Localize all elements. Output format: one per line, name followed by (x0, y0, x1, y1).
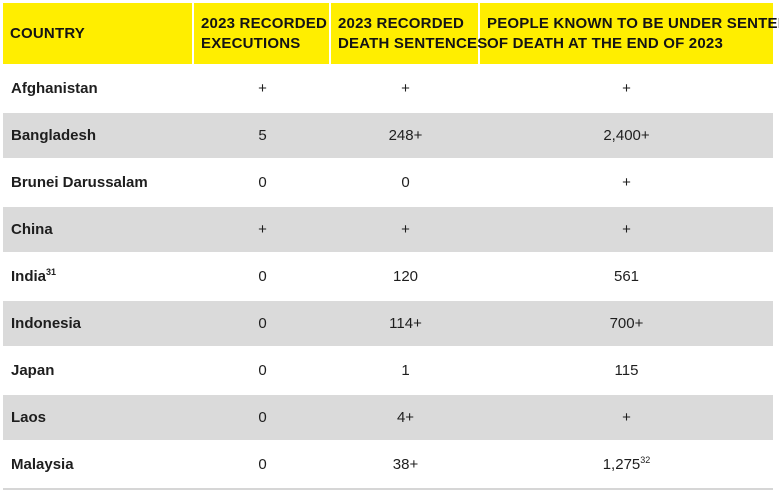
country-cell: Malaysia (3, 440, 194, 487)
death-sentences-cell: 4+ (331, 393, 480, 440)
under-sentence-cell: 1,27532 (480, 440, 773, 487)
cell-value: + (258, 80, 267, 97)
country-cell: Brunei Darussalam (3, 158, 194, 205)
cell-value: 1,275 (602, 456, 641, 473)
executions-cell: 0 (194, 440, 331, 487)
header-death-sentences: 2023 RECORDED DEATH SENTENCES (331, 3, 488, 64)
table-row: Indonesia 0 114+ 700+ (3, 299, 773, 346)
bottom-rule (3, 488, 773, 490)
executions-cell: 0 (194, 158, 331, 205)
header-line: EXECUTIONS (201, 34, 301, 52)
under-sentence-cell: 561 (480, 252, 773, 299)
table-row: Afghanistan + + + (3, 64, 773, 111)
table-body: Afghanistan + + + Bangladesh 5 248+ 2,400+ Brune… (3, 64, 773, 487)
country-cell: Laos (3, 393, 194, 440)
table-row: Japan 0 1 115 (3, 346, 773, 393)
country-cell: Japan (3, 346, 194, 393)
country-name: Afghanistan (11, 80, 98, 97)
footnote-ref: 32 (640, 455, 651, 465)
table-row: Bangladesh 5 248+ 2,400+ (3, 111, 773, 158)
table-row: Laos 0 4+ + (3, 393, 773, 440)
death-sentences-cell: 1 (331, 346, 480, 393)
header-under-sentence: PEOPLE KNOWN TO BE UNDER SENTENCE OF DEAT… (480, 3, 779, 64)
executions-cell: 5 (194, 111, 331, 158)
country-cell: Indonesia (3, 299, 194, 346)
death-sentences-cell: 114+ (331, 299, 480, 346)
header-row: COUNTRY 2023 RECORDED EXECUTIONS 2023 RECOR… (3, 3, 779, 64)
country-name: Japan (11, 362, 55, 379)
cell-value: + (622, 80, 631, 97)
executions-cell: 0 (194, 299, 331, 346)
table-row: China + + + (3, 205, 773, 252)
cell-value: 120 (392, 268, 419, 285)
cell-value: 38+ (392, 456, 419, 473)
executions-cell: 0 (194, 393, 331, 440)
cell-value: 248+ (388, 127, 423, 144)
country-name: China (11, 221, 53, 238)
header-line: 2023 RECORDED (201, 14, 327, 32)
executions-cell: 0 (194, 346, 331, 393)
cell-value: 115 (614, 362, 639, 379)
cell-value: 561 (613, 268, 640, 285)
under-sentence-cell: 115 (480, 346, 773, 393)
death-penalty-table: COUNTRY 2023 RECORDED EXECUTIONS 2023 RECOR… (3, 3, 779, 487)
cell-value: 1 (401, 362, 410, 379)
executions-cell: 0 (194, 252, 331, 299)
header-executions: 2023 RECORDED EXECUTIONS (194, 3, 331, 64)
header-line: COUNTRY (10, 24, 86, 42)
under-sentence-cell: + (480, 158, 773, 205)
death-sentences-cell: + (331, 64, 480, 111)
country-cell: Afghanistan (3, 64, 194, 111)
country-name: Laos (11, 409, 47, 426)
cell-value: 5 (258, 127, 267, 144)
under-sentence-cell: + (480, 393, 773, 440)
cell-value: 0 (258, 362, 267, 379)
table-header: COUNTRY 2023 RECORDED EXECUTIONS 2023 RECOR… (3, 3, 779, 64)
executions-cell: + (194, 205, 331, 252)
death-sentences-cell: + (331, 205, 480, 252)
cell-value: 0 (258, 315, 267, 332)
header-country: COUNTRY (3, 3, 194, 64)
cell-value: 0 (258, 409, 267, 426)
executions-cell: + (194, 64, 331, 111)
under-sentence-cell: + (480, 205, 773, 252)
death-sentences-cell: 120 (331, 252, 480, 299)
country-name: Brunei Darussalam (11, 174, 148, 191)
cell-value: 0 (258, 456, 267, 473)
country-name: Malaysia (11, 456, 74, 473)
death-sentences-cell: 0 (331, 158, 480, 205)
header-line: PEOPLE KNOWN TO BE UNDER SENTENCE (487, 14, 779, 32)
country-name: Bangladesh (11, 127, 97, 144)
cell-value: + (401, 221, 410, 238)
cell-value: + (401, 80, 410, 97)
country-cell: Bangladesh (3, 111, 194, 158)
table-row: Brunei Darussalam 0 0 + (3, 158, 773, 205)
cell-value: + (622, 174, 631, 191)
death-sentences-cell: 248+ (331, 111, 480, 158)
country-cell: India31 (3, 252, 194, 299)
footnote-ref: 31 (46, 267, 57, 277)
cell-value: 114+ (389, 315, 422, 332)
cell-value: 0 (258, 268, 267, 285)
country-name: India (11, 268, 47, 285)
cell-value: 2,400+ (603, 127, 650, 144)
country-cell: China (3, 205, 194, 252)
cell-value: 0 (258, 174, 267, 191)
under-sentence-cell: 2,400+ (480, 111, 773, 158)
table-row: India31 0 120 561 (3, 252, 773, 299)
cell-value: 4+ (396, 409, 415, 426)
country-name: Indonesia (11, 315, 82, 332)
header-line: DEATH SENTENCES (338, 34, 488, 52)
header-line: OF DEATH AT THE END OF 2023 (487, 34, 723, 52)
under-sentence-cell: 700+ (480, 299, 773, 346)
cell-value: + (622, 221, 631, 238)
cell-value: 0 (401, 174, 410, 191)
cell-value: + (258, 221, 267, 238)
header-line: 2023 RECORDED (338, 14, 464, 32)
under-sentence-cell: + (480, 64, 773, 111)
cell-value: 700+ (609, 315, 644, 332)
cell-value: + (622, 409, 631, 426)
death-sentences-cell: 38+ (331, 440, 480, 487)
table-row: Malaysia 0 38+ 1,27532 (3, 440, 773, 487)
